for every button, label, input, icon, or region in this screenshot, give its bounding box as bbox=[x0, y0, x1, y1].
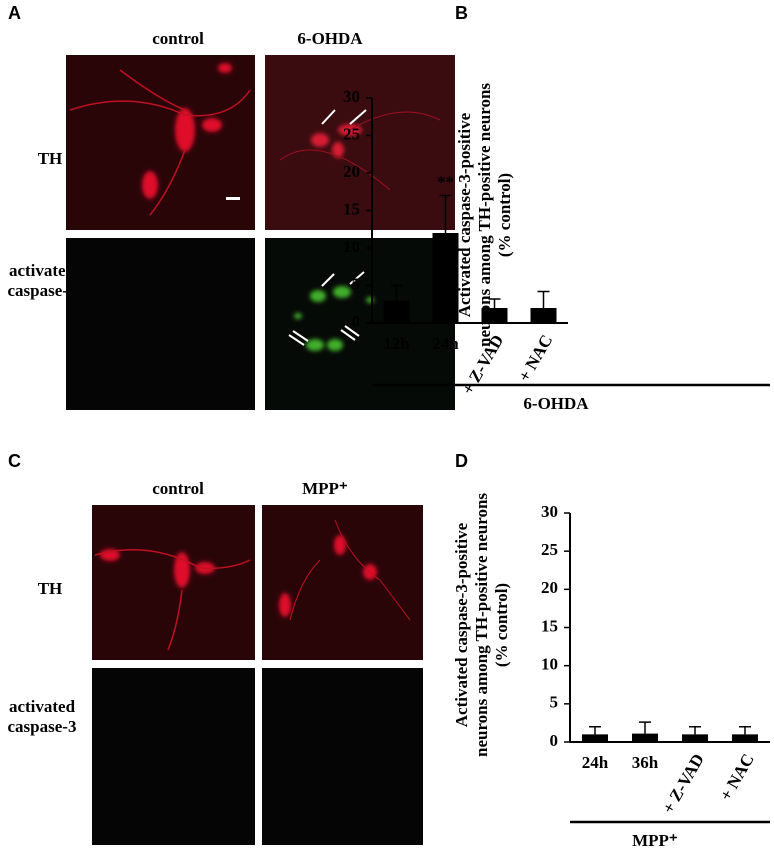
x-tick-label: 12h bbox=[383, 334, 410, 353]
group-label: MPP⁺ bbox=[632, 831, 678, 850]
y-axis-label: neurons among TH-positive neurons bbox=[475, 83, 494, 347]
error-bar bbox=[390, 284, 403, 301]
micrograph bbox=[66, 55, 255, 230]
x-tick-label: + NAC bbox=[515, 331, 557, 384]
row-label: caspase-3 bbox=[8, 281, 77, 300]
bar bbox=[481, 308, 508, 323]
error-bar bbox=[639, 721, 651, 734]
row-label: activated bbox=[9, 261, 76, 280]
y-tick-label: 5 bbox=[550, 693, 559, 712]
y-tick-label: 20 bbox=[343, 162, 360, 181]
bar bbox=[432, 233, 459, 323]
y-axis-label: (% control) bbox=[492, 583, 511, 667]
panel-label: D bbox=[455, 451, 468, 471]
y-tick-label: 5 bbox=[352, 274, 361, 293]
row-label: TH bbox=[38, 149, 63, 168]
row-label: activated bbox=[9, 697, 76, 716]
column-label: control bbox=[152, 479, 204, 498]
significance: ** bbox=[437, 172, 454, 191]
bar bbox=[682, 734, 708, 742]
group-label: 6-OHDA bbox=[523, 394, 589, 413]
row-label: caspase-3 bbox=[8, 717, 77, 736]
micrograph bbox=[265, 55, 455, 230]
error-bar bbox=[537, 290, 550, 308]
y-tick-label: 0 bbox=[550, 731, 559, 750]
error-bar bbox=[739, 725, 751, 735]
micrograph bbox=[92, 668, 255, 845]
column-label: control bbox=[152, 29, 204, 48]
error-bar bbox=[589, 725, 601, 735]
y-axis-label: Activated caspase-3-positive bbox=[452, 522, 471, 727]
y-tick-label: 0 bbox=[352, 312, 361, 331]
error-bar bbox=[439, 194, 452, 233]
y-tick-label: 20 bbox=[541, 578, 558, 597]
y-axis-label: Activated caspase-3-positive bbox=[455, 112, 474, 317]
micrograph bbox=[262, 668, 423, 845]
y-tick-label: 25 bbox=[541, 540, 558, 559]
bar bbox=[383, 300, 410, 323]
y-tick-label: 25 bbox=[343, 124, 360, 143]
y-tick-label: 10 bbox=[343, 237, 360, 256]
y-tick-label: 15 bbox=[541, 616, 558, 635]
x-tick-label: + Z-VAD bbox=[659, 750, 708, 816]
panel-label: A bbox=[8, 3, 21, 23]
error-bar bbox=[689, 725, 701, 735]
y-tick-label: 30 bbox=[541, 502, 558, 521]
bar bbox=[632, 733, 658, 742]
bar bbox=[582, 734, 608, 742]
micrograph bbox=[262, 505, 423, 660]
x-tick-label: 24h bbox=[432, 334, 459, 353]
y-axis-label: (% control) bbox=[495, 173, 514, 257]
x-tick-label: 36h bbox=[632, 753, 659, 772]
x-tick-label: 24h bbox=[582, 753, 609, 772]
error-bar bbox=[488, 298, 501, 308]
y-tick-label: 30 bbox=[343, 87, 360, 106]
panel-label: C bbox=[8, 451, 21, 471]
y-axis-label: neurons among TH-positive neurons bbox=[472, 493, 491, 757]
bar bbox=[530, 308, 557, 323]
x-tick-label: + NAC bbox=[716, 750, 758, 803]
micrograph bbox=[92, 505, 255, 660]
column-label: 6-OHDA bbox=[297, 29, 363, 48]
y-tick-label: 15 bbox=[343, 199, 360, 218]
micrograph bbox=[66, 238, 255, 410]
bar bbox=[732, 734, 758, 742]
y-tick-label: 10 bbox=[541, 655, 558, 674]
column-label: MPP⁺ bbox=[302, 479, 348, 498]
row-label: TH bbox=[38, 579, 63, 598]
panel-label: B bbox=[455, 3, 468, 23]
